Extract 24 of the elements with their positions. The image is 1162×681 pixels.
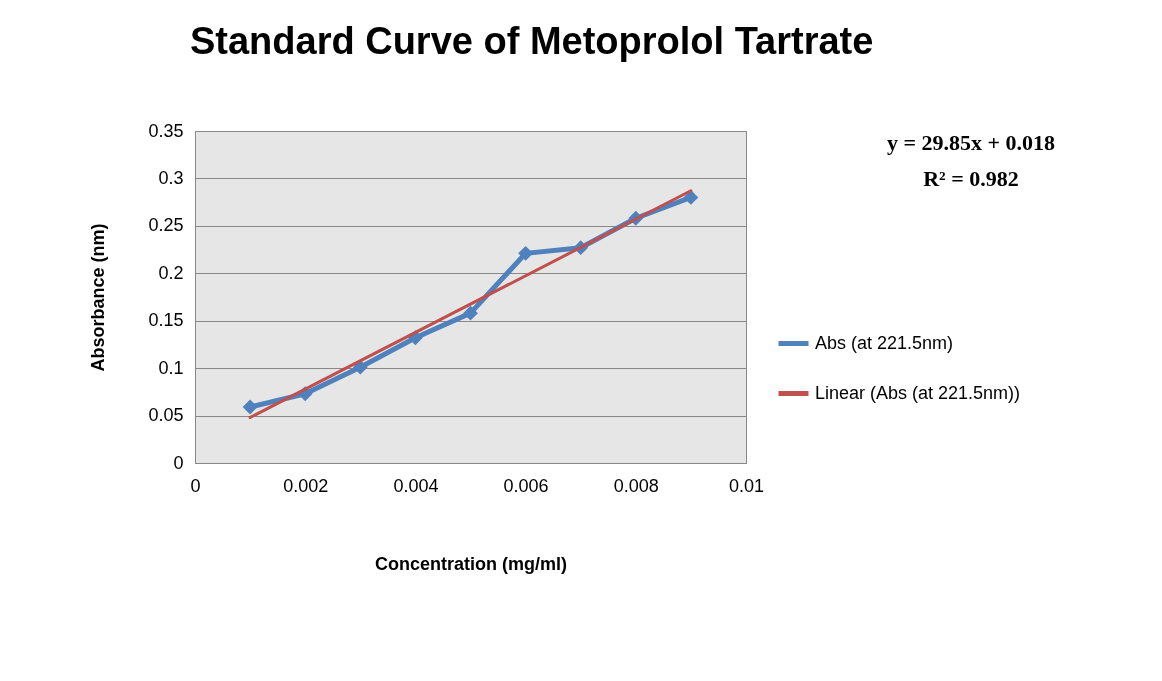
x-tick-label: 0.01 bbox=[728, 475, 765, 496]
x-tick-label: 0.006 bbox=[503, 475, 549, 496]
point bbox=[518, 245, 534, 261]
y-tick-label: 0.05 bbox=[148, 405, 184, 426]
x-tick-label: 0.008 bbox=[613, 475, 659, 496]
x-tick-label: 0.002 bbox=[283, 475, 329, 496]
y-axis-title: Absorbance (nm) bbox=[88, 223, 109, 372]
y-tick-label: 0.3 bbox=[158, 167, 184, 188]
point bbox=[463, 305, 478, 321]
chart-title: Standard Curve of Metoprolol Tartrate bbox=[189, 20, 874, 62]
legend-label: Abs (at 221.5nm) bbox=[815, 332, 954, 353]
x-tick-label: 0.004 bbox=[393, 475, 439, 496]
y-tick-label: 0 bbox=[173, 452, 184, 473]
point bbox=[242, 399, 258, 415]
y-tick-label: 0.35 bbox=[148, 120, 184, 141]
text: y = 29.85x + 0.018 bbox=[886, 130, 1056, 155]
x-axis-title: Concentration (mg/ml) bbox=[375, 553, 567, 574]
y-tick-label: 0.1 bbox=[158, 357, 184, 378]
y-tick-label: 0.2 bbox=[158, 262, 184, 283]
x-tick-label: 0 bbox=[190, 475, 201, 496]
y-tick-label: 0.15 bbox=[148, 310, 184, 331]
y-tick-label: 0.25 bbox=[148, 215, 184, 236]
text: R² = 0.982 bbox=[923, 166, 1019, 191]
legend-label: Linear (Abs (at 221.5nm)) bbox=[815, 382, 1021, 403]
